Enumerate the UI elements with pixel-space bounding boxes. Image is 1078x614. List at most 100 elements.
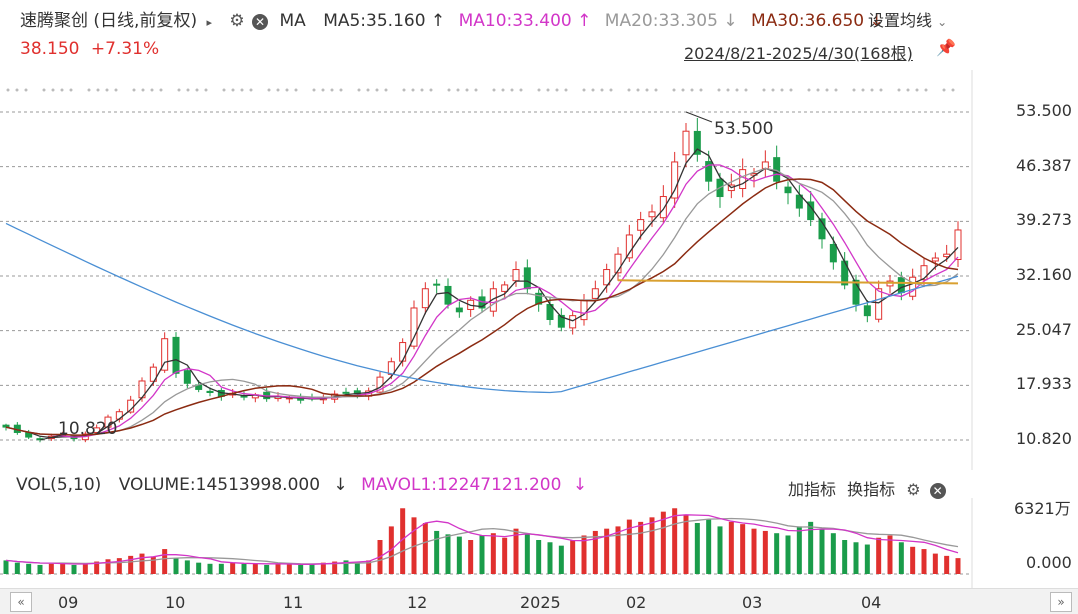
scroll-left-button[interactable]: « xyxy=(10,592,32,612)
volume-bar xyxy=(615,526,621,574)
event-marker xyxy=(915,88,919,92)
event-marker xyxy=(537,88,541,92)
event-marker xyxy=(429,88,433,92)
timeline-scrollbar[interactable]: « » xyxy=(0,588,1078,614)
volume-bar xyxy=(230,562,236,574)
event-marker xyxy=(69,88,73,92)
event-marker xyxy=(321,88,325,92)
volume-bar xyxy=(887,535,893,574)
high-pointer xyxy=(685,111,713,123)
volume-bar xyxy=(694,523,700,574)
candle xyxy=(455,307,463,313)
event-marker xyxy=(96,88,100,92)
price-info: 38.150 +7.31% xyxy=(20,39,159,59)
date-range-label: 2024/8/21-2025/4/30(168根) xyxy=(684,44,913,63)
event-marker xyxy=(240,88,244,92)
volume-bar xyxy=(184,560,190,574)
volume-bar xyxy=(717,526,723,574)
volume-bar xyxy=(173,558,179,574)
mavol1-value: MAVOL1:12247121.200 xyxy=(361,475,562,495)
volume-bar xyxy=(751,528,757,574)
triangle-right-icon[interactable]: ▸ xyxy=(206,16,213,29)
volume-bar xyxy=(728,521,734,574)
event-marker xyxy=(402,88,406,92)
volume-bar xyxy=(842,540,848,574)
volume-axis-bottom: 0.000 xyxy=(1026,553,1072,572)
event-marker xyxy=(474,88,478,92)
scroll-right-button[interactable]: » xyxy=(1050,592,1072,612)
event-marker xyxy=(141,88,145,92)
chevron-down-icon: ⌄ xyxy=(937,15,948,29)
switch-indicator-button[interactable]: 换指标 xyxy=(847,480,896,499)
settings-ma-button[interactable]: 设置均线 ⌄ xyxy=(868,7,947,31)
mavol1-arrow-icon: ↓ xyxy=(572,475,588,495)
low-label: 10.820 xyxy=(58,419,117,439)
candle xyxy=(659,196,667,219)
candle xyxy=(580,299,588,321)
event-marker xyxy=(699,88,703,92)
event-marker xyxy=(825,88,829,92)
event-marker xyxy=(942,88,946,92)
ma5-arrow-icon: ↑ xyxy=(430,11,446,31)
volume-bar xyxy=(490,533,496,574)
candle xyxy=(512,269,520,282)
event-marker xyxy=(906,88,910,92)
volume-bar xyxy=(808,521,814,574)
candle xyxy=(897,277,905,294)
volume-chart[interactable] xyxy=(0,498,1078,588)
event-marker xyxy=(447,88,451,92)
close-icon[interactable]: ✕ xyxy=(929,483,946,499)
event-marker xyxy=(420,88,424,92)
candle xyxy=(2,424,10,428)
add-indicator-button[interactable]: 加指标 xyxy=(788,480,837,499)
candle xyxy=(433,283,441,286)
candle xyxy=(909,276,917,297)
event-marker xyxy=(600,88,604,92)
volume-bar xyxy=(241,563,247,574)
long-ma-line xyxy=(5,222,959,394)
candle xyxy=(183,370,191,384)
event-marker xyxy=(861,88,865,92)
close-icon[interactable]: ✕ xyxy=(252,14,269,30)
event-marker xyxy=(627,88,631,92)
volume-bar xyxy=(740,524,746,574)
gear-icon[interactable]: ⚙ xyxy=(906,480,921,499)
candle xyxy=(829,243,837,263)
volume-bar xyxy=(660,511,666,574)
event-marker xyxy=(690,88,694,92)
candle xyxy=(161,338,169,371)
candle xyxy=(761,161,769,169)
stock-name[interactable]: 速腾聚创 (日线,前复权) xyxy=(20,11,198,31)
candle xyxy=(795,194,803,209)
event-marker xyxy=(807,88,811,92)
candle xyxy=(206,390,214,394)
event-marker xyxy=(510,88,514,92)
volume-bar xyxy=(547,542,553,574)
event-marker xyxy=(519,88,523,92)
volume-bar xyxy=(456,536,462,574)
gear-icon[interactable]: ⚙ xyxy=(229,11,245,31)
price-axis-label: 10.820 xyxy=(1016,429,1072,448)
volume-bar xyxy=(581,535,587,574)
candle xyxy=(104,416,112,428)
date-range[interactable]: 2024/8/21-2025/4/30(168根) xyxy=(684,40,913,64)
price-chart[interactable]: 53.500 10.820 xyxy=(0,70,1078,470)
volume-bar xyxy=(60,562,66,574)
event-marker xyxy=(645,88,649,92)
event-marker xyxy=(24,88,28,92)
event-marker xyxy=(231,88,235,92)
ma20-arrow-icon: ↓ xyxy=(723,11,738,31)
event-marker xyxy=(924,88,928,92)
volume-bar xyxy=(196,562,202,574)
candle xyxy=(931,257,939,262)
event-marker xyxy=(411,88,415,92)
volume-bar xyxy=(3,560,9,574)
volume-bar xyxy=(558,545,564,574)
volume-bar xyxy=(819,528,825,574)
mavol1-line xyxy=(5,514,959,565)
volume-bar xyxy=(513,528,519,574)
pin-icon[interactable]: 📌 xyxy=(936,38,956,57)
event-marker xyxy=(834,88,838,92)
event-marker xyxy=(294,88,298,92)
volume-bar xyxy=(309,563,315,574)
